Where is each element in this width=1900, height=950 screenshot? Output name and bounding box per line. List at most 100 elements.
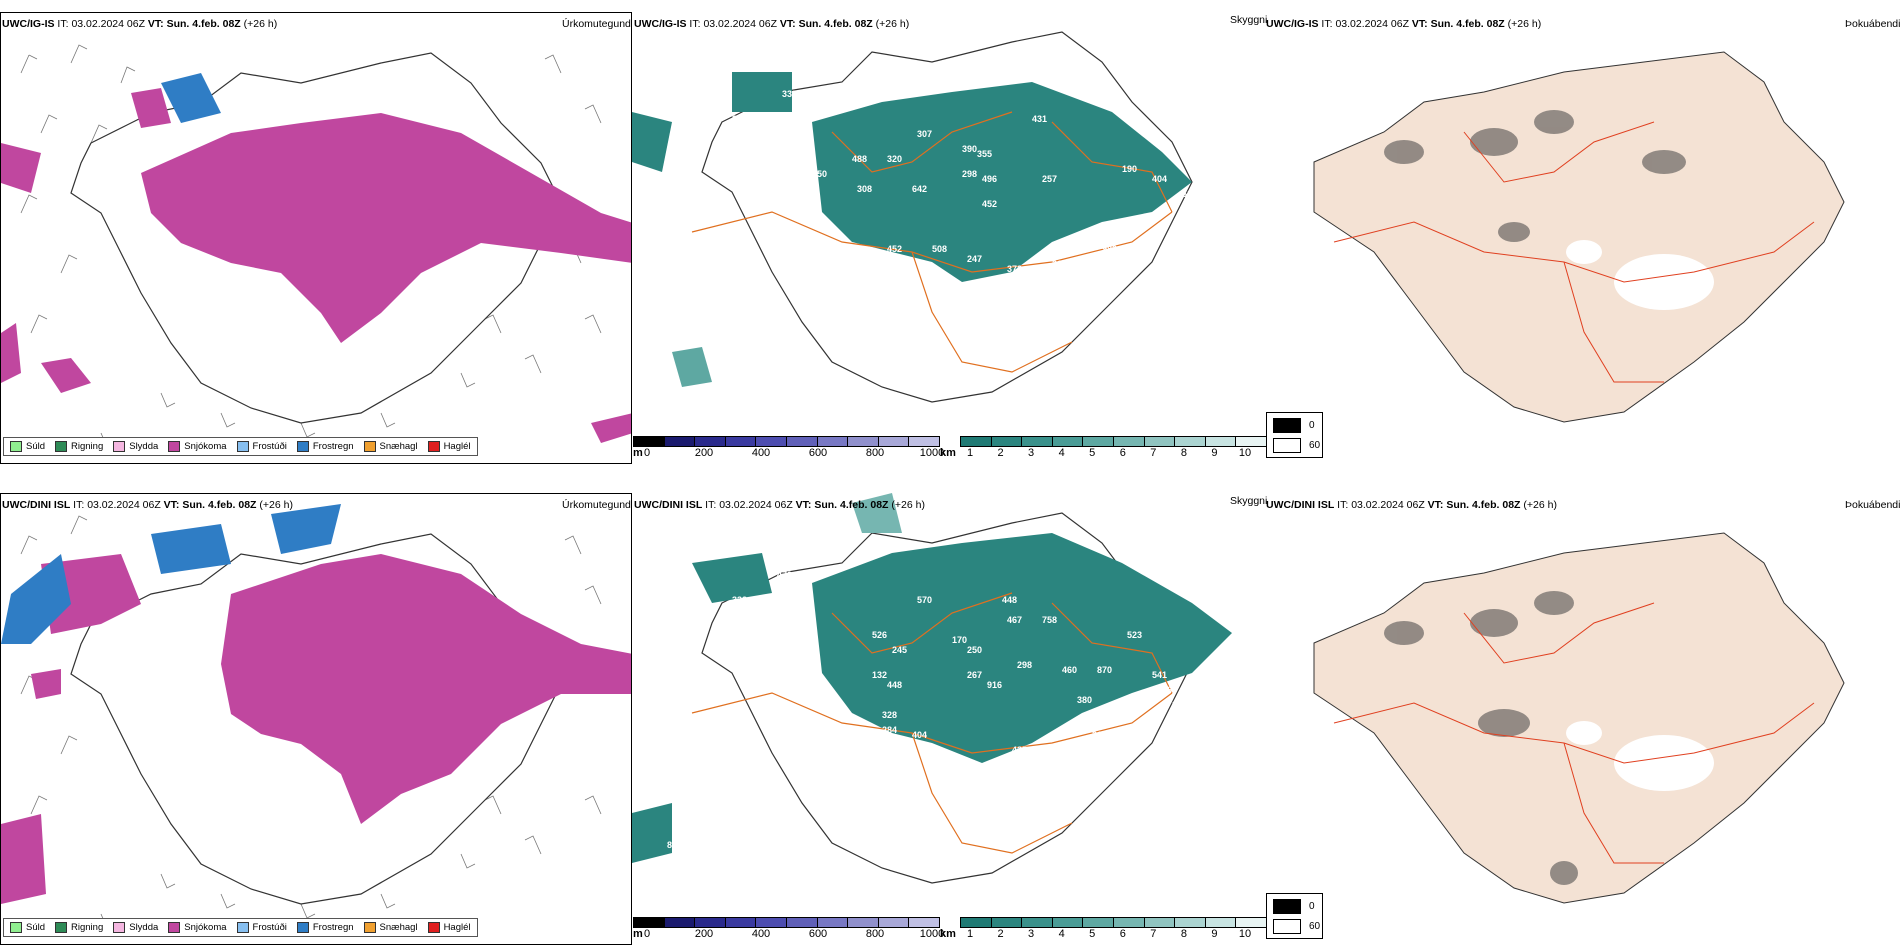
colorbar-segment xyxy=(961,437,992,446)
visibility-value-label: 390 xyxy=(962,144,977,154)
legend-swatch xyxy=(427,441,440,452)
colorbar-segment xyxy=(878,918,910,927)
altitude-bar-row2 xyxy=(633,917,940,928)
colorbar-segment xyxy=(1113,918,1145,927)
visibility-value-label: 508 xyxy=(932,244,947,254)
visibility-value-label: 170 xyxy=(952,635,967,645)
legend-item: Snæhagl xyxy=(363,441,418,452)
fog-legend-item: 0 xyxy=(1273,899,1315,914)
visibility-value-label: 5 xyxy=(732,249,737,259)
legend-item: Frostúði xyxy=(236,441,287,452)
colorbar-segment xyxy=(1205,918,1237,927)
snow-area-sw2 xyxy=(1,323,21,383)
colorbar-segment xyxy=(1205,437,1237,446)
it-label: IT: xyxy=(1321,18,1333,30)
colorbar-segment xyxy=(1144,437,1176,446)
legend-item: Snæhagl xyxy=(363,922,418,933)
low-visibility-nw xyxy=(732,72,792,112)
header-row1: UWC/IG-IS IT: 03.02.2024 06Z VT: Sun. 4.… xyxy=(2,18,277,30)
legend-item: Frostregn xyxy=(296,441,354,452)
iceland-outline xyxy=(701,512,1193,884)
legend-item: Snjókoma xyxy=(168,922,227,933)
legend-label: Súld xyxy=(26,441,46,452)
snow-area-north xyxy=(131,88,171,128)
colorbar-segment xyxy=(878,437,910,446)
visibility-value-label: 332 xyxy=(782,89,797,99)
low-visibility-west xyxy=(632,112,672,172)
snow-area-sw xyxy=(41,358,91,393)
visibility-value-label: 642 xyxy=(912,184,927,194)
model-name: UWC/DINI ISL xyxy=(2,499,71,511)
visibility-value-label: 257 xyxy=(1042,174,1057,184)
it-label: IT: xyxy=(57,18,69,30)
visibility-value-label: 238 xyxy=(792,229,807,239)
legend-item: Súld xyxy=(10,441,45,452)
visibility-value-label: 337 xyxy=(1172,700,1187,710)
visibility-value-label: 261 xyxy=(887,760,902,770)
visibility-value-label: 404 xyxy=(1152,174,1167,184)
fog-legend-row1: 0 60 xyxy=(1266,412,1323,458)
colorbar-tick: 8 xyxy=(1180,928,1187,940)
visibility-value-label: 526 xyxy=(872,630,887,640)
header-row1-vis: UWC/IG-IS IT: 03.02.2024 06Z VT: Sun. 4.… xyxy=(634,18,909,30)
legend-swatch xyxy=(113,922,126,933)
colorbar-segment xyxy=(1083,918,1114,927)
colorbar-segment xyxy=(848,918,879,927)
it-value: 03.02.2024 06Z xyxy=(1335,18,1409,30)
colorbar-segment xyxy=(961,918,992,927)
legend-label: Rigning xyxy=(71,922,104,933)
visibility-value-label: 333 xyxy=(732,595,747,605)
colorbar-segment xyxy=(664,918,696,927)
legend-item: Súld xyxy=(10,922,45,933)
altitude-bar-row1 xyxy=(633,436,940,447)
low-visibility-area xyxy=(812,533,1232,763)
legend-label: Snjókoma xyxy=(184,441,227,452)
it-label: IT: xyxy=(689,18,701,30)
legend-label: Frostregn xyxy=(312,922,354,933)
visibility-value-label: 308 xyxy=(857,184,872,194)
colorbar-tick: 8 xyxy=(1180,447,1187,459)
freezing-rain-area xyxy=(1,554,71,644)
colorbar-segment xyxy=(1083,437,1114,446)
colorbar-segment xyxy=(1236,437,1266,446)
header-row2: UWC/DINI ISL IT: 03.02.2024 06Z VT: Sun.… xyxy=(2,499,293,511)
colorbar-segment xyxy=(756,918,787,927)
colorbar-tick: 400 xyxy=(751,447,771,459)
vt-label: VT: xyxy=(163,499,180,511)
precip-map-svg-row1 xyxy=(1,44,631,448)
fog-legend-label: 0 xyxy=(1309,420,1315,431)
legend-swatch xyxy=(113,441,126,452)
legend-swatch xyxy=(296,441,309,452)
colorbar-tick: 600 xyxy=(808,447,828,459)
low-visibility-sw xyxy=(632,803,672,863)
precip-legend: Súld Rigning Slydda Snjókoma Frostúði Frostre… xyxy=(3,437,478,456)
colorbar-segment xyxy=(991,918,1023,927)
legend-swatch xyxy=(236,922,249,933)
colorbar-tick: 7 xyxy=(1150,447,1157,459)
snow-area-se xyxy=(591,413,631,443)
legend-label: Snæhagl xyxy=(379,441,418,452)
colorbar-segment xyxy=(848,437,879,446)
panel-title-precip-row1: Úrkomutegund xyxy=(562,18,631,30)
colorbar-tick: 1000 xyxy=(919,928,945,940)
fog-patches xyxy=(1384,591,1578,885)
clear-patches xyxy=(1566,721,1714,791)
legend-swatch xyxy=(296,922,309,933)
fog-map-row2 xyxy=(1264,493,1900,923)
iceland-land xyxy=(1313,51,1845,423)
colorbar-tick: 10 xyxy=(1238,447,1252,459)
visibility-value-label: 82 xyxy=(867,259,877,269)
panel-title-fog-row2: Þokuábendi xyxy=(1845,499,1900,511)
visibility-value-label: 870 xyxy=(1097,665,1112,675)
colorbar-tick: 2 xyxy=(997,928,1004,940)
visibility-value-label: 245 xyxy=(892,645,907,655)
legend-label: Slydda xyxy=(129,441,159,452)
colorbar-segment xyxy=(817,918,849,927)
colorbar-tick: 2 xyxy=(997,447,1004,459)
colorbar-tick: 0 xyxy=(643,928,651,940)
model-name: UWC/DINI ISL xyxy=(1266,499,1335,511)
colorbar-tick: 200 xyxy=(694,447,714,459)
legend-label: Rigning xyxy=(71,441,104,452)
snow-area xyxy=(221,554,631,824)
